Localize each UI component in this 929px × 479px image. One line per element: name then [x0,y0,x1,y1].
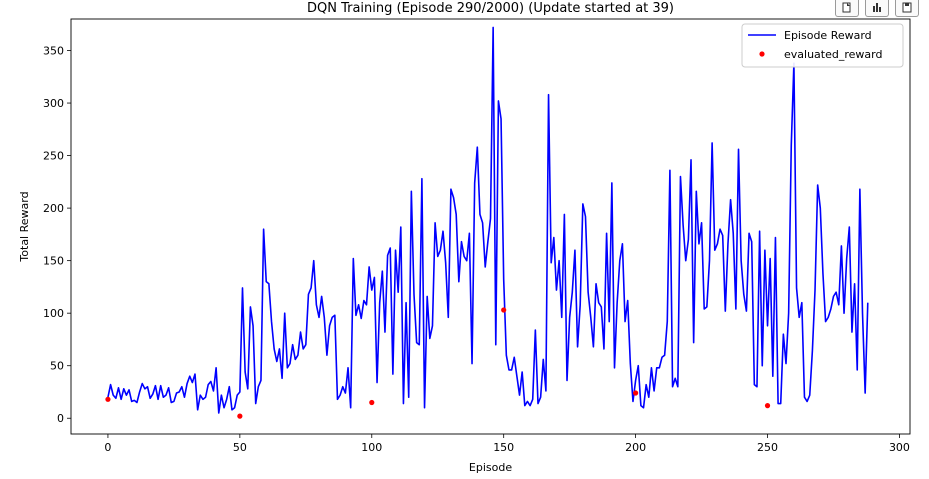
data-point-evaluated-reward [369,399,375,406]
y-axis-label: Total Reward [18,191,31,262]
x-tick-label: 200 [625,441,646,454]
x-tick-label: 250 [757,441,778,454]
copy-icon [842,2,851,13]
x-tick-label: 150 [493,441,514,454]
save-button[interactable] [895,0,919,17]
y-tick-label: 50 [50,360,64,373]
chart-button[interactable] [865,0,889,17]
copy-button[interactable] [835,0,859,17]
x-tick-label: 100 [361,441,382,454]
figure-toolbar [835,0,919,17]
y-tick-label: 100 [43,307,64,320]
data-point-evaluated-reward [105,396,111,402]
data-point-evaluated-reward [764,403,771,409]
plot-frame [70,18,911,435]
legend-label-episode-reward: Episode Reward [784,29,872,42]
x-tick-label: 0 [104,441,111,454]
y-tick-label: 150 [43,255,64,268]
series-line-episode-reward [107,26,869,414]
y-tick-label: 250 [43,150,64,163]
data-point-evaluated-reward [501,307,507,313]
data-point-evaluated-reward [633,390,639,396]
x-tick-label: 300 [889,441,910,454]
chart-icon [873,3,881,12]
x-axis-label: Episode [469,461,512,474]
y-tick-label: 300 [43,97,64,110]
legend-swatch-evaluated-reward [759,51,765,57]
chart-title: DQN Training (Episode 290/2000) (Update … [307,1,674,16]
save-icon [902,2,912,13]
legend [741,23,904,68]
data-point-evaluated-reward [237,413,243,419]
y-tick-label: 200 [43,202,64,215]
y-tick-label: 350 [43,45,64,58]
legend-label-evaluated-reward: evaluated_reward [784,48,882,61]
x-tick-label: 50 [233,441,247,454]
y-tick-label: 0 [57,412,64,425]
